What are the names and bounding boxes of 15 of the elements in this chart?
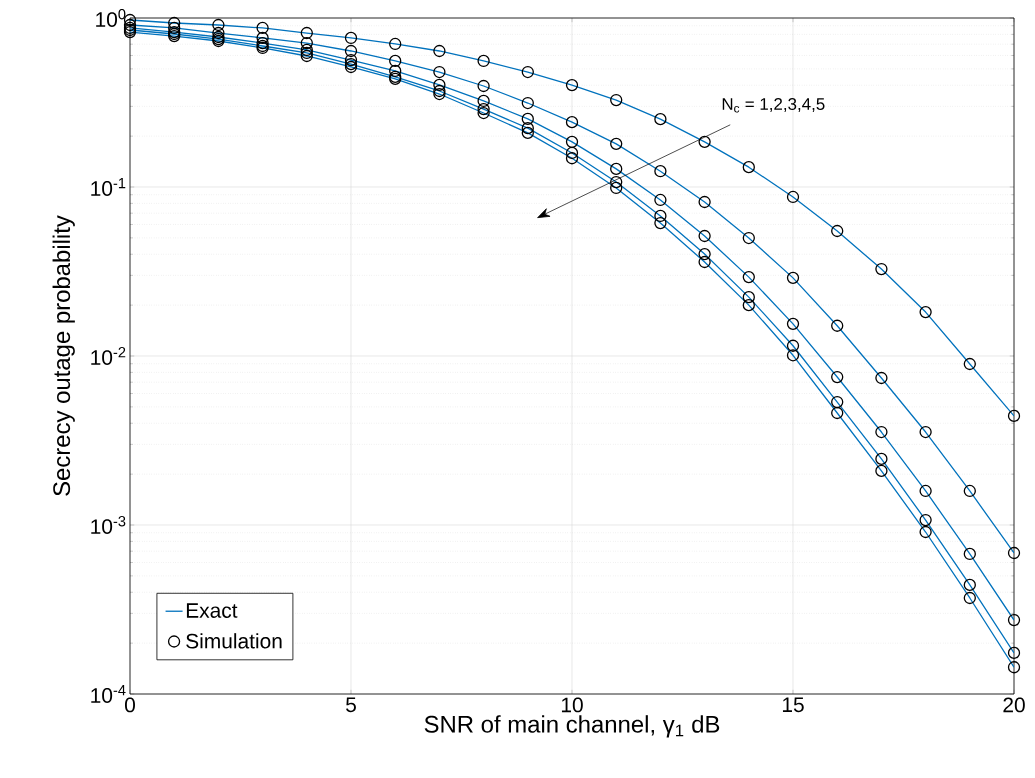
legend-label: Simulation (186, 633, 282, 649)
y-tick-label: 10$^{-2}$ (91, 347, 126, 365)
y-tick-label: 10$^{0}$ (96, 9, 126, 27)
x-tick-label: 0 (125, 697, 135, 713)
x-axis-title: SNR of main channel, γ$_{1}$ dB (424, 715, 720, 738)
y-tick-label: 10$^{-3}$ (91, 516, 126, 534)
y-tick-label: 10$^{-1}$ (91, 178, 126, 196)
y-tick-label: 10$^{-4}$ (91, 685, 126, 703)
x-tick-label: 5 (346, 697, 356, 713)
x-tick-label: 15 (782, 697, 804, 713)
legend-label: Exact (186, 603, 238, 618)
annotation: N$_{c}$ = 1,2,3,4,5 (722, 97, 825, 113)
x-tick-label: 10 (561, 697, 583, 713)
x-tick-label: 20 (1003, 697, 1025, 713)
y-axis-title: Secrecy outage probability (52, 215, 75, 496)
